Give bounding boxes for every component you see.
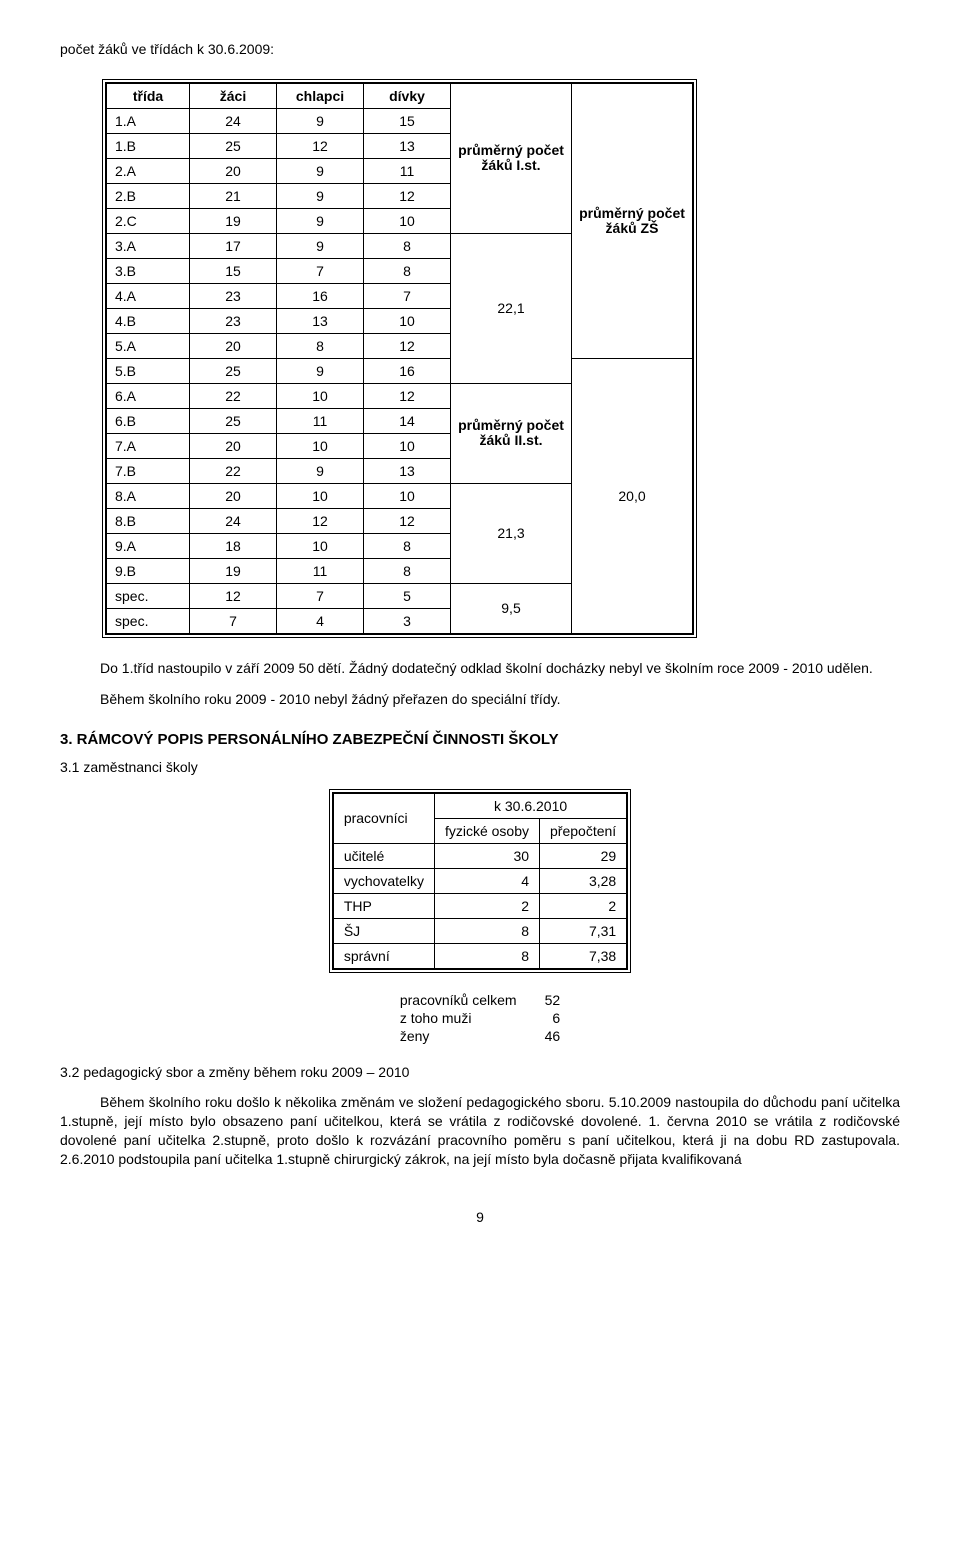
avg-spec-value: 9,5 bbox=[451, 583, 572, 633]
avg-Ist-value: 22,1 bbox=[451, 233, 572, 383]
table-header-row: třída žáci chlapci dívky průměrný počet … bbox=[107, 83, 693, 108]
avg-zs-label-cell: průměrný počet žáků ZŠ bbox=[572, 83, 693, 358]
staff-row: učitelé3029 bbox=[333, 843, 626, 868]
subsection-3-2: 3.2 pedagogický sbor a změny během roku … bbox=[60, 1063, 900, 1082]
main-table-wrapper: třída žáci chlapci dívky průměrný počet … bbox=[102, 79, 697, 638]
avg-Ist-label-cell: průměrný počet žáků I.st. bbox=[451, 83, 572, 233]
avg-IIst-label-cell: průměrný počet žáků II.st. bbox=[451, 383, 572, 483]
summary-table: pracovníků celkem52 z toho muži6 ženy46 bbox=[386, 991, 574, 1045]
col-divky: dívky bbox=[364, 83, 451, 108]
staff-table: pracovníci k 30.6.2010 fyzické osoby pře… bbox=[333, 793, 627, 969]
staff-row: vychovatelky43,28 bbox=[333, 868, 626, 893]
staff-header-row-1: pracovníci k 30.6.2010 bbox=[333, 793, 626, 818]
paragraph-3: Během školního roku došlo k několika změ… bbox=[60, 1093, 900, 1169]
summary-row: pracovníků celkem52 bbox=[386, 991, 574, 1009]
staff-row: správní87,38 bbox=[333, 943, 626, 968]
section-3-title: 3. RÁMCOVÝ POPIS PERSONÁLNÍHO ZABEZPEČNÍ… bbox=[60, 731, 900, 748]
paragraph-2: Během školního roku 2009 - 2010 nebyl žá… bbox=[60, 690, 900, 709]
col-trida: třída bbox=[107, 83, 190, 108]
staff-col-pracovnici: pracovníci bbox=[333, 793, 434, 843]
avg-zs-label: průměrný počet žáků ZŠ bbox=[578, 206, 686, 237]
avg-zs-value: 20,0 bbox=[572, 358, 693, 633]
staff-col-prepocteni: přepočtení bbox=[540, 818, 627, 843]
staff-col-fyzicke: fyzické osoby bbox=[434, 818, 539, 843]
avg-IIst-label: průměrný počet žáků II.st. bbox=[457, 418, 565, 449]
subsection-3-1: 3.1 zaměstnanci školy bbox=[60, 758, 900, 777]
table-row: 5.B25916 20,0 bbox=[107, 358, 693, 383]
staff-table-wrapper: pracovníci k 30.6.2010 fyzické osoby pře… bbox=[329, 789, 631, 973]
avg-Ist-label: průměrný počet žáků I.st. bbox=[457, 143, 565, 174]
staff-col-date: k 30.6.2010 bbox=[434, 793, 626, 818]
summary-row: z toho muži6 bbox=[386, 1009, 574, 1027]
paragraph-1: Do 1.tříd nastoupilo v září 2009 50 dětí… bbox=[60, 659, 900, 678]
summary-row: ženy46 bbox=[386, 1027, 574, 1045]
staff-row: ŠJ87,31 bbox=[333, 918, 626, 943]
intro-line: počet žáků ve třídách k 30.6.2009: bbox=[60, 40, 900, 59]
page-number: 9 bbox=[60, 1209, 900, 1225]
main-table: třída žáci chlapci dívky průměrný počet … bbox=[106, 83, 693, 634]
col-zaci: žáci bbox=[190, 83, 277, 108]
avg-IIst-value: 21,3 bbox=[451, 483, 572, 583]
col-chlapci: chlapci bbox=[277, 83, 364, 108]
staff-row: THP22 bbox=[333, 893, 626, 918]
